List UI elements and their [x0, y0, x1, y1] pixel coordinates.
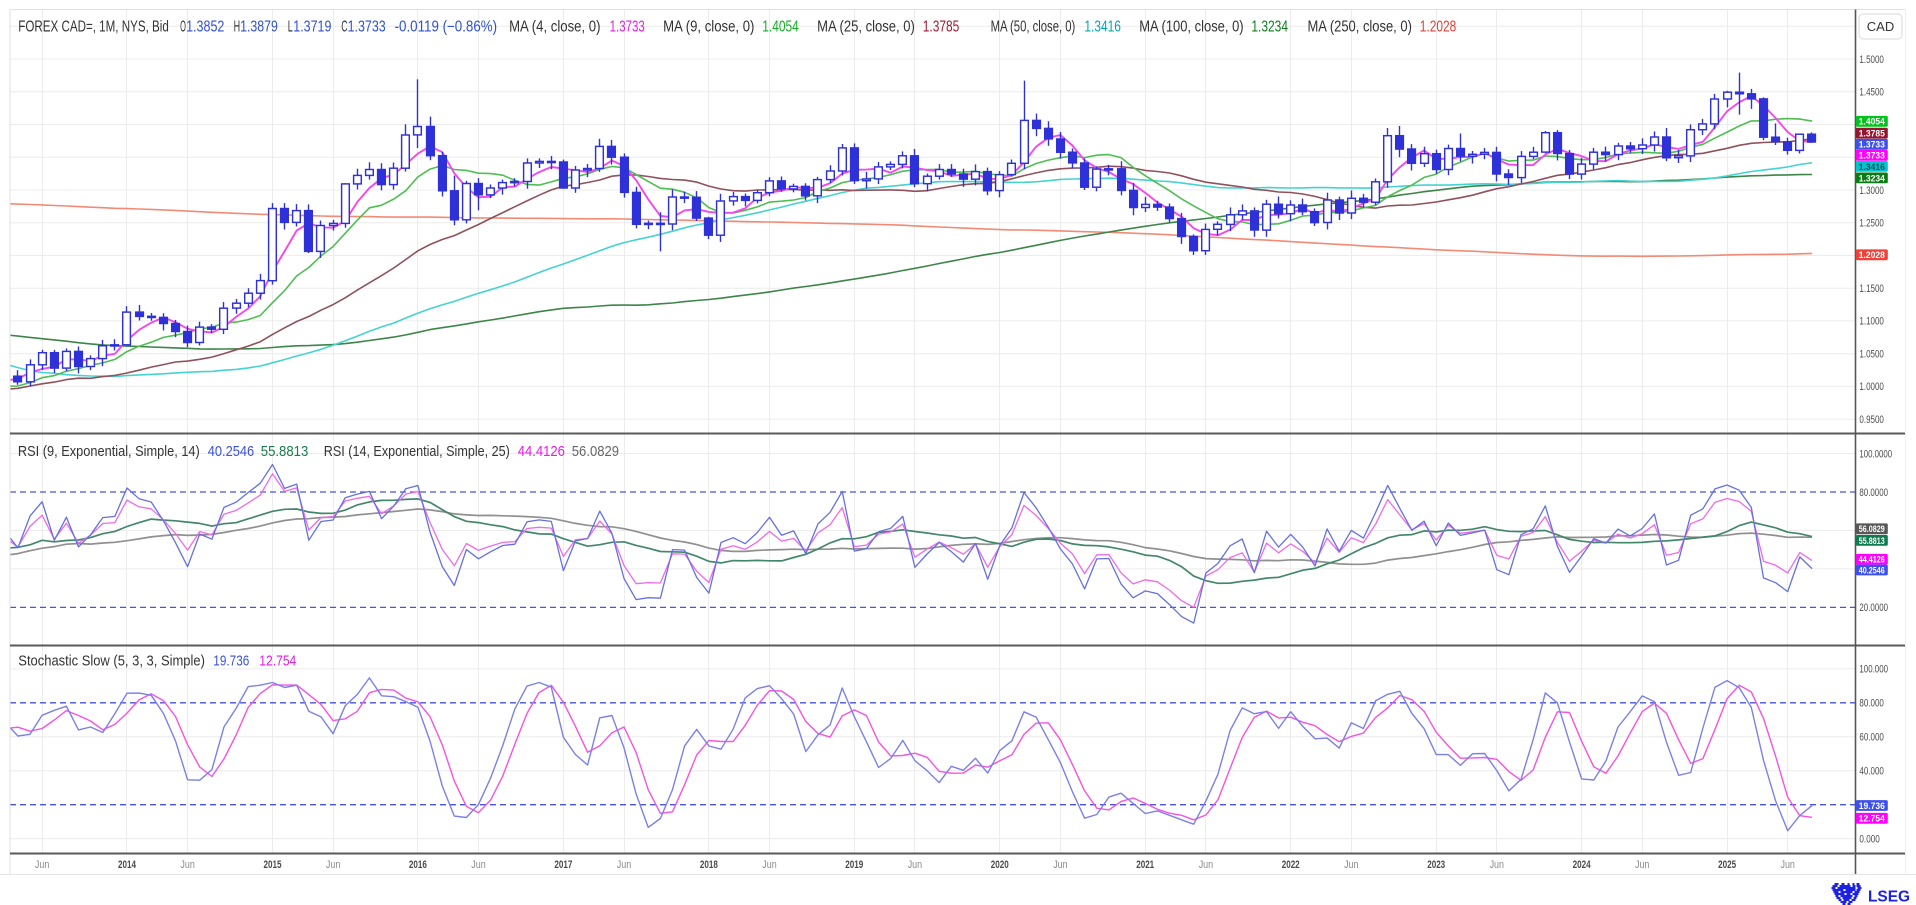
- svg-text:MA (25, close, 0): MA (25, close, 0): [817, 19, 915, 36]
- svg-text:Jun: Jun: [1053, 859, 1067, 871]
- svg-text:LSEG: LSEG: [1868, 889, 1910, 905]
- svg-text:1.4054: 1.4054: [762, 19, 799, 36]
- svg-text:40.000: 40.000: [1859, 766, 1884, 778]
- svg-text:CAD: CAD: [1867, 19, 1894, 34]
- svg-text:1.3733: 1.3733: [348, 19, 386, 36]
- svg-text:-0.0119 (−0.86%): -0.0119 (−0.86%): [395, 19, 498, 36]
- svg-text:55.8813: 55.8813: [1859, 536, 1885, 547]
- svg-text:100.000: 100.000: [1859, 664, 1888, 676]
- svg-text:Jun: Jun: [35, 859, 49, 871]
- svg-text:O: O: [180, 19, 186, 36]
- svg-text:60.000: 60.000: [1859, 732, 1884, 744]
- svg-text:Jun: Jun: [1635, 859, 1649, 871]
- svg-text:Jun: Jun: [471, 859, 485, 871]
- svg-text:2022: 2022: [1282, 859, 1300, 871]
- svg-text:L: L: [288, 19, 293, 36]
- svg-text:1.3000: 1.3000: [1859, 185, 1884, 197]
- svg-text:44.4126: 44.4126: [518, 443, 565, 460]
- svg-text:1.3852: 1.3852: [186, 19, 224, 36]
- svg-text:Jun: Jun: [1199, 859, 1213, 871]
- svg-text:12.754: 12.754: [1859, 814, 1886, 825]
- svg-text:80.0000: 80.0000: [1859, 487, 1888, 499]
- svg-text:1.2028: 1.2028: [1859, 250, 1885, 261]
- svg-text:1.3234: 1.3234: [1251, 19, 1288, 36]
- svg-text:2021: 2021: [1136, 859, 1154, 871]
- svg-text:2019: 2019: [845, 859, 863, 871]
- svg-text:0.000: 0.000: [1859, 833, 1879, 845]
- svg-text:1.1000: 1.1000: [1859, 316, 1884, 328]
- svg-text:MA (100, close, 0): MA (100, close, 0): [1139, 19, 1243, 36]
- svg-text:2024: 2024: [1573, 859, 1591, 871]
- svg-text:2018: 2018: [700, 859, 718, 871]
- svg-text:1.3879: 1.3879: [240, 19, 278, 36]
- svg-text:FOREX CAD=, 1M, NYS, Bid: FOREX CAD=, 1M, NYS, Bid: [18, 19, 169, 36]
- svg-text:0.9500: 0.9500: [1859, 414, 1884, 426]
- svg-text:56.0829: 56.0829: [1859, 524, 1885, 535]
- svg-text:1.0500: 1.0500: [1859, 349, 1884, 361]
- svg-text:Jun: Jun: [908, 859, 922, 871]
- svg-text:40.2546: 40.2546: [208, 443, 255, 460]
- svg-text:1.0000: 1.0000: [1859, 381, 1884, 393]
- svg-text:1.2028: 1.2028: [1420, 19, 1457, 36]
- svg-text:20.0000: 20.0000: [1859, 602, 1888, 614]
- svg-text:1.3785: 1.3785: [1859, 129, 1886, 140]
- svg-text:1.3733: 1.3733: [1859, 140, 1885, 151]
- svg-text:2023: 2023: [1427, 859, 1445, 871]
- svg-text:2020: 2020: [991, 859, 1009, 871]
- svg-text:100.0000: 100.0000: [1859, 448, 1892, 460]
- svg-text:Jun: Jun: [1344, 859, 1358, 871]
- svg-text:Jun: Jun: [1781, 859, 1795, 871]
- svg-text:1.3719: 1.3719: [293, 19, 331, 36]
- svg-text:C: C: [341, 19, 347, 36]
- svg-text:Jun: Jun: [762, 859, 776, 871]
- svg-text:MA (4, close, 0): MA (4, close, 0): [509, 19, 600, 36]
- svg-text:1.1500: 1.1500: [1859, 283, 1884, 295]
- svg-text:Stochastic Slow (5, 3, 3, Simp: Stochastic Slow (5, 3, 3, Simple): [18, 653, 205, 670]
- svg-text:Jun: Jun: [326, 859, 340, 871]
- svg-text:RSI (9, Exponential, Simple, 1: RSI (9, Exponential, Simple, 14): [18, 443, 200, 460]
- svg-text:40.2546: 40.2546: [1859, 565, 1885, 576]
- svg-text:1.4054: 1.4054: [1859, 117, 1886, 128]
- svg-text:12.754: 12.754: [259, 653, 296, 670]
- svg-text:44.4126: 44.4126: [1859, 555, 1885, 566]
- svg-text:1.2500: 1.2500: [1859, 218, 1884, 230]
- svg-text:56.0829: 56.0829: [572, 443, 619, 460]
- svg-text:2017: 2017: [554, 859, 572, 871]
- svg-text:1.3416: 1.3416: [1859, 162, 1885, 173]
- svg-text:2015: 2015: [264, 859, 282, 871]
- svg-text:MA (50, close, 0): MA (50, close, 0): [991, 19, 1076, 36]
- svg-text:1.4500: 1.4500: [1859, 87, 1884, 99]
- svg-text:55.8813: 55.8813: [261, 443, 309, 460]
- svg-text:RSI (14, Exponential, Simple,: RSI (14, Exponential, Simple, 25): [324, 443, 510, 460]
- svg-text:MA (9, close, 0): MA (9, close, 0): [663, 19, 754, 36]
- svg-text:2014: 2014: [118, 859, 136, 871]
- svg-text:Jun: Jun: [617, 859, 631, 871]
- svg-text:1.3733: 1.3733: [610, 19, 645, 36]
- svg-text:H: H: [234, 19, 241, 36]
- svg-text:1.3234: 1.3234: [1859, 173, 1886, 184]
- svg-text:1.3416: 1.3416: [1084, 19, 1121, 36]
- svg-text:1.3785: 1.3785: [923, 19, 960, 36]
- svg-text:2016: 2016: [409, 859, 427, 871]
- svg-text:Jun: Jun: [1490, 859, 1504, 871]
- svg-text:80.000: 80.000: [1859, 698, 1884, 710]
- svg-text:1.5000: 1.5000: [1859, 54, 1884, 66]
- svg-text:MA (250, close, 0): MA (250, close, 0): [1308, 19, 1412, 36]
- svg-text:2025: 2025: [1718, 859, 1736, 871]
- svg-text:Jun: Jun: [180, 859, 194, 871]
- svg-text:19.736: 19.736: [213, 653, 249, 670]
- svg-text:1.3733: 1.3733: [1859, 151, 1885, 162]
- svg-text:19.736: 19.736: [1859, 801, 1885, 812]
